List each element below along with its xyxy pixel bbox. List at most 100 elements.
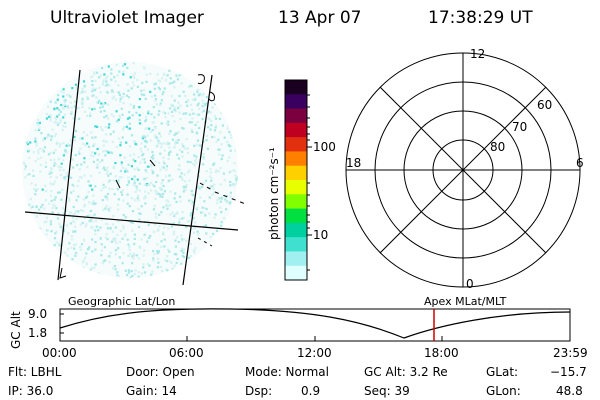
speckle: [156, 250, 159, 253]
speckle: [233, 170, 236, 173]
speckle: [173, 230, 176, 233]
speckle: [111, 140, 114, 143]
speckle: [133, 140, 136, 143]
speckle: [87, 248, 90, 251]
info-flt: Flt: LBHL: [8, 365, 62, 379]
speckle: [82, 209, 85, 212]
speckle: [196, 206, 199, 209]
speckle: [214, 237, 217, 240]
speckle: [144, 169, 147, 172]
speckle: [137, 257, 141, 260]
speckle: [147, 220, 150, 223]
speckle: [110, 78, 113, 81]
speckle: [160, 122, 163, 125]
speckle: [133, 254, 136, 257]
speckle: [115, 241, 118, 245]
speckle: [163, 142, 166, 145]
speckle: [121, 166, 124, 169]
speckle: [47, 133, 50, 136]
speckle: [64, 149, 67, 152]
speckle: [98, 86, 101, 89]
speckle: [211, 193, 214, 196]
speckle: [141, 158, 144, 161]
speckle: [166, 74, 169, 77]
speckle: [117, 181, 120, 184]
speckle: [131, 274, 134, 277]
speckle: [150, 113, 153, 116]
speckle: [149, 139, 152, 142]
speckle: [80, 101, 83, 104]
speckle: [74, 254, 77, 257]
speckle: [194, 98, 197, 101]
speckle: [215, 140, 218, 143]
speckle: [70, 176, 73, 179]
speckle: [43, 207, 46, 210]
speckle: [54, 116, 57, 119]
speckle: [198, 126, 201, 130]
speckle: [116, 271, 119, 274]
colorbar-band: [285, 165, 307, 181]
speckle: [109, 172, 112, 175]
aurora-speckles: [22, 62, 238, 278]
speckle: [229, 195, 232, 198]
speckle: [46, 136, 49, 139]
speckle: [159, 168, 162, 171]
speckle: [196, 88, 200, 91]
speckle: [108, 261, 111, 264]
speckle: [82, 131, 86, 134]
speckle: [52, 183, 55, 186]
speckle: [167, 153, 171, 156]
speckle: [50, 171, 53, 174]
speckle: [185, 138, 188, 141]
speckle: [165, 175, 168, 178]
speckle: [212, 163, 215, 166]
speckle: [94, 233, 97, 236]
speckle: [110, 151, 113, 154]
speckle: [171, 211, 174, 214]
speckle: [59, 110, 62, 113]
info-dsp-value: 0.9: [301, 384, 321, 398]
speckle: [55, 207, 58, 210]
speckle: [35, 142, 38, 145]
speckle: [94, 136, 97, 139]
speckle: [110, 68, 113, 71]
speckle: [72, 166, 75, 169]
coast-mark-1: [197, 74, 205, 85]
speckle: [198, 144, 201, 147]
speckle: [115, 110, 118, 113]
speckle: [179, 175, 182, 178]
speckle: [201, 99, 204, 102]
speckle: [104, 154, 107, 157]
speckle: [66, 248, 70, 251]
speckle: [142, 254, 145, 257]
speckle: [111, 223, 114, 226]
speckle: [45, 233, 48, 236]
speckle: [105, 80, 108, 83]
speckle: [103, 109, 106, 113]
info-mode: Mode: Normal: [245, 365, 329, 379]
speckle: [93, 202, 96, 205]
speckle: [202, 163, 205, 166]
speckle: [119, 96, 122, 99]
speckle: [215, 169, 218, 172]
speckle: [129, 76, 132, 79]
speckle: [176, 106, 180, 110]
speckle: [154, 223, 157, 226]
speckle: [53, 121, 56, 124]
speckle: [98, 76, 101, 79]
speckle: [72, 213, 75, 216]
speckle: [128, 248, 131, 251]
speckle: [77, 210, 80, 213]
info-glon-value: 48.8: [556, 384, 583, 398]
speckle: [120, 161, 123, 164]
speckle: [48, 172, 51, 175]
speckle: [61, 128, 64, 132]
speckle: [145, 176, 148, 180]
speckle: [96, 125, 99, 128]
speckle: [25, 141, 29, 144]
speckle: [174, 139, 178, 142]
speckle: [118, 70, 121, 73]
speckle: [87, 190, 90, 194]
speckle: [220, 211, 223, 214]
speckle: [119, 144, 122, 147]
